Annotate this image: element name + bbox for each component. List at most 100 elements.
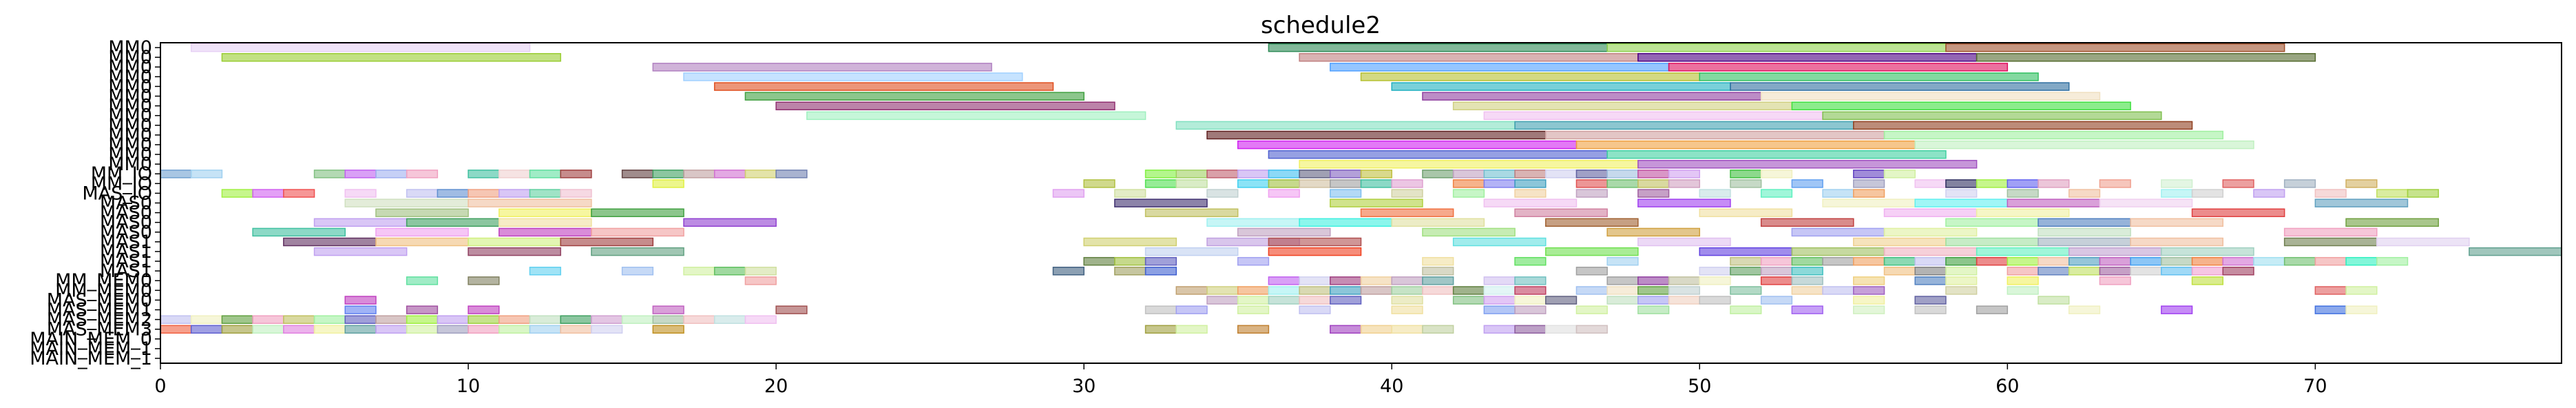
task-bar xyxy=(1637,53,1978,62)
task-bar xyxy=(1237,256,1270,266)
task-bar xyxy=(1422,325,1454,334)
task-bar xyxy=(1452,101,1793,110)
task-bar xyxy=(2345,218,2439,227)
task-bar xyxy=(252,325,284,334)
task-bar xyxy=(713,267,746,276)
task-bar xyxy=(683,218,777,227)
task-bar xyxy=(1483,325,1516,334)
y-tick-label: MM0 xyxy=(108,144,152,165)
task-bar xyxy=(1330,198,1423,207)
task-bar xyxy=(468,247,561,256)
task-bar xyxy=(190,170,223,178)
task-bar xyxy=(1175,179,1208,188)
task-bar xyxy=(775,170,808,178)
task-bar xyxy=(1606,256,1639,266)
task-bar xyxy=(1360,72,1701,81)
task-bar xyxy=(1883,130,2223,140)
task-bar xyxy=(2283,179,2316,188)
task-bar xyxy=(1945,237,2039,247)
task-bar xyxy=(1883,247,1978,256)
task-bar xyxy=(1514,296,1547,305)
task-bar xyxy=(1668,276,1701,285)
task-bar xyxy=(1452,179,1485,188)
task-bar xyxy=(1422,256,1454,266)
task-bar xyxy=(1237,325,1270,334)
task-bar xyxy=(1483,286,1516,295)
task-bar xyxy=(2345,305,2378,314)
task-bar xyxy=(2191,208,2285,217)
task-bar xyxy=(221,315,253,324)
task-bar xyxy=(190,315,223,324)
task-bar xyxy=(2038,267,2070,276)
task-bar xyxy=(1114,256,1146,266)
task-bar xyxy=(1206,286,1239,295)
task-bar xyxy=(1637,198,1731,207)
y-tick-label: MAS1 xyxy=(100,251,152,272)
task-bar xyxy=(1268,170,1300,178)
x-axis: 0 10 20 30 40 50 60 70 xyxy=(154,363,2327,397)
task-bar xyxy=(621,170,654,178)
task-bar xyxy=(775,101,1116,110)
task-bar xyxy=(1945,286,1978,295)
task-bar xyxy=(160,315,192,324)
task-bar xyxy=(1544,218,1639,227)
task-bar xyxy=(2191,276,2223,285)
task-bar xyxy=(1083,179,1116,188)
task-bar xyxy=(1483,305,1516,314)
y-tick-label: MAS0 xyxy=(100,212,152,234)
task-bar xyxy=(2007,179,2039,188)
task-bar xyxy=(1637,160,1978,169)
task-bar xyxy=(160,170,192,178)
task-bar xyxy=(2099,276,2131,285)
task-bar xyxy=(1914,276,1947,285)
task-bar xyxy=(1637,237,1731,247)
task-bar xyxy=(2314,256,2347,266)
y-tick-label: MAS0 xyxy=(100,193,152,214)
task-bar xyxy=(1514,276,1547,285)
task-bar xyxy=(1760,276,1793,285)
task-bar xyxy=(344,170,377,178)
task-bar xyxy=(1268,276,1300,285)
task-bar xyxy=(344,315,377,324)
task-bar xyxy=(1391,179,1423,188)
task-bar xyxy=(1945,179,1978,188)
task-bar xyxy=(2376,256,2409,266)
task-bar xyxy=(1668,296,1701,305)
task-bar xyxy=(1791,256,1823,266)
task-bar xyxy=(2253,256,2285,266)
task-bar xyxy=(1330,325,1362,334)
task-bar xyxy=(1575,286,1608,295)
task-bar xyxy=(375,227,469,237)
task-bar xyxy=(406,189,439,198)
task-bar xyxy=(744,276,777,285)
task-bar xyxy=(313,247,408,256)
task-bar xyxy=(1544,247,1639,256)
task-bar xyxy=(1483,198,1578,207)
task-bar xyxy=(1760,189,1793,198)
task-bar xyxy=(1144,208,1239,217)
task-bar xyxy=(468,276,500,285)
task-bar xyxy=(1730,267,1762,276)
task-bar xyxy=(1822,198,1916,207)
task-bar xyxy=(1330,63,1670,72)
task-bar xyxy=(1637,296,1670,305)
task-bar xyxy=(1299,218,1392,227)
task-bar xyxy=(313,218,408,227)
task-bar xyxy=(344,198,469,207)
task-bar xyxy=(560,189,592,198)
task-bar xyxy=(1883,256,1916,266)
task-bar xyxy=(1575,170,1608,178)
task-bar xyxy=(499,227,592,237)
task-bar xyxy=(1914,179,1947,188)
task-bar xyxy=(1237,227,1331,237)
y-tick-label: MAS_IO xyxy=(82,183,152,204)
y-tick-label: MM0 xyxy=(108,86,152,108)
task-bar xyxy=(2068,305,2101,314)
task-bar xyxy=(1730,256,1762,266)
task-bar xyxy=(1699,267,1731,276)
task-bar xyxy=(1945,267,1978,276)
task-bar xyxy=(591,315,623,324)
task-bar xyxy=(1422,286,1454,295)
y-tick-label: MAS1 xyxy=(100,232,152,253)
task-bar xyxy=(1452,170,1485,178)
